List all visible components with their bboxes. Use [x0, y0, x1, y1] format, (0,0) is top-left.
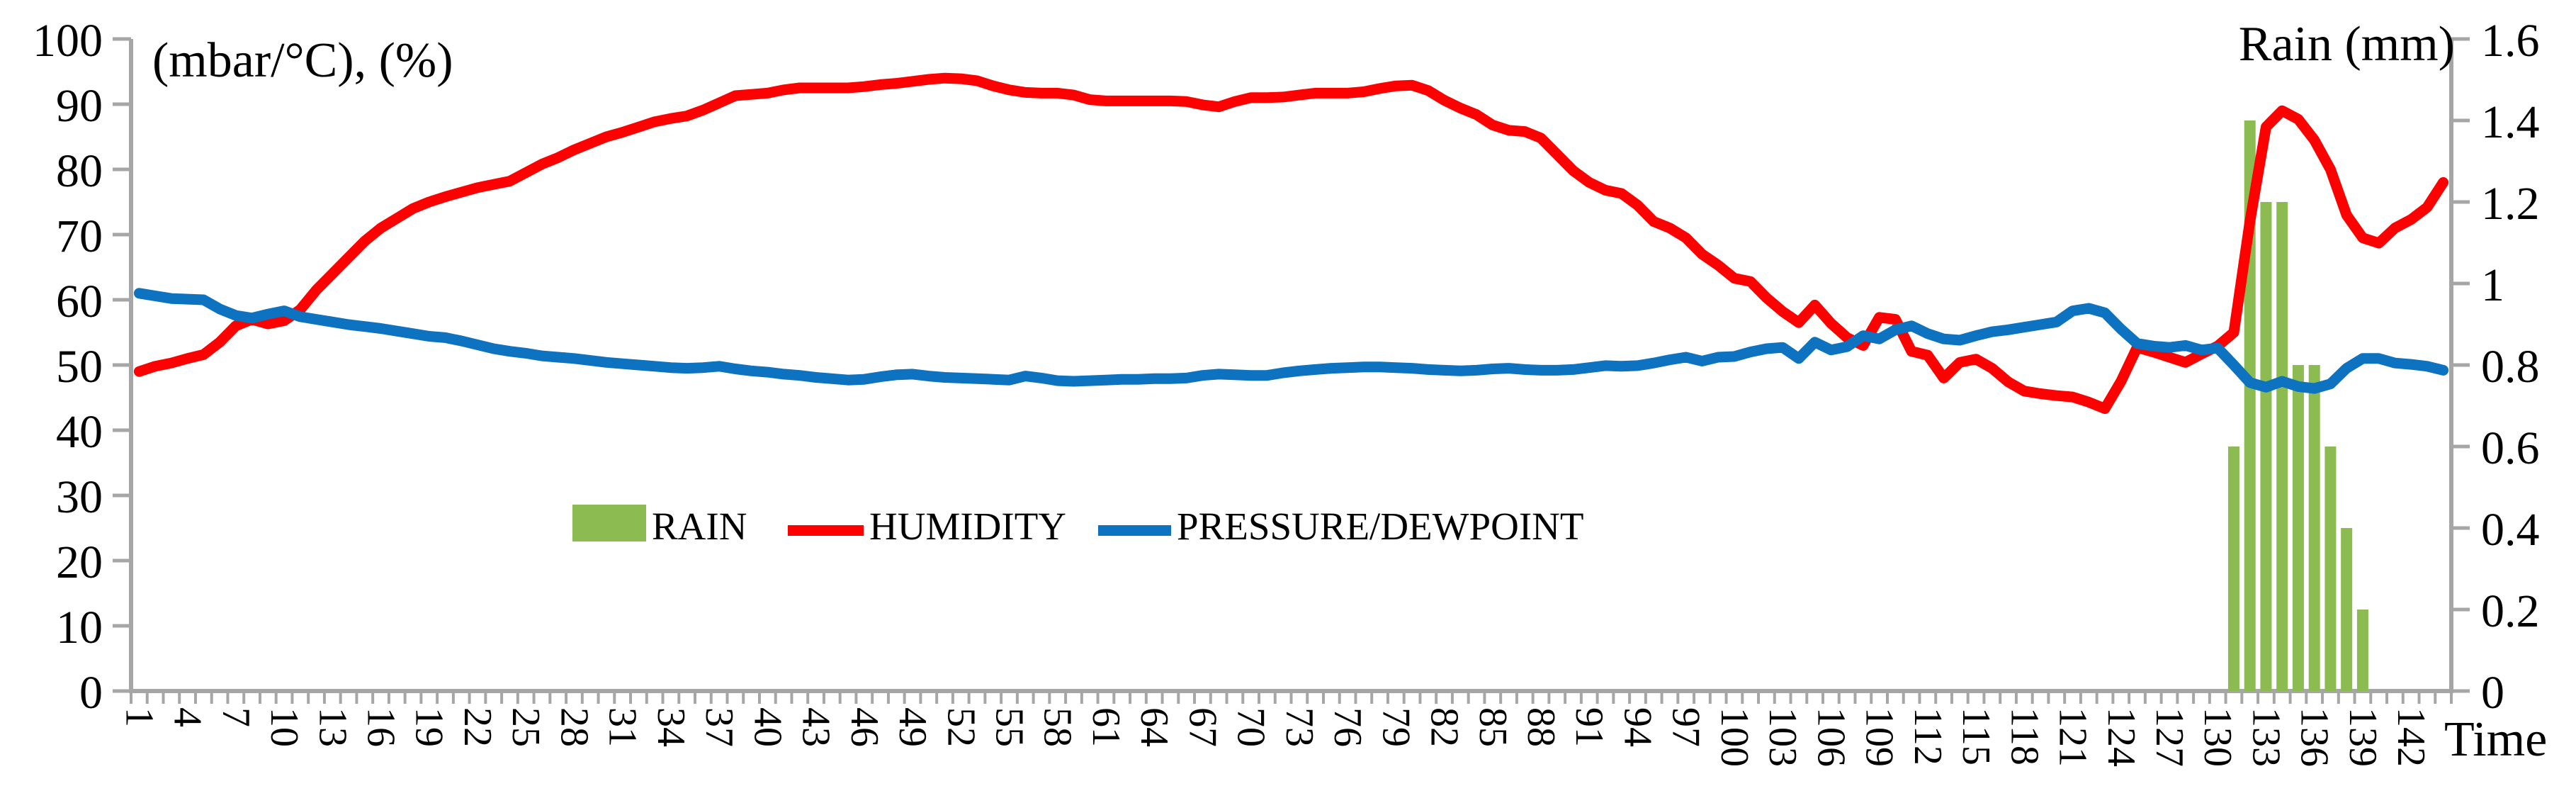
x-axis-tick-label: 25: [504, 707, 548, 747]
right-axis-tick-label: 0.8: [2481, 341, 2540, 393]
x-axis-tick-label: 37: [697, 707, 741, 747]
left-axis-tick-label: 10: [56, 602, 103, 653]
x-axis-tick-label: 118: [2002, 707, 2046, 765]
left-axis-tick-label: 100: [33, 15, 103, 67]
left-axis-tick-label: 80: [56, 145, 103, 197]
rain-bar: [2341, 528, 2353, 691]
x-axis-tick-label: 13: [310, 707, 354, 747]
x-axis-tick-label: 61: [1084, 707, 1128, 747]
x-axis-tick-label: 31: [601, 707, 645, 747]
legend-pressure-label: PRESSURE/DEWPOINT: [1177, 505, 1584, 548]
legend: RAIN HUMIDITY PRESSURE/DEWPOINT: [572, 505, 1584, 548]
x-axis-tick-label: 139: [2341, 707, 2385, 767]
x-axis-tick-label: 76: [1326, 707, 1369, 747]
x-axis-tick-label: 4: [166, 707, 210, 727]
x-axis-tick-label: 46: [842, 707, 886, 747]
x-axis-tick-label: 142: [2389, 707, 2433, 767]
left-axis-tick-label: 20: [56, 537, 103, 588]
right-axis-tick-label: 1: [2481, 259, 2504, 311]
x-axis-tick-label: 109: [1858, 707, 1902, 767]
right-axis-tick-label: 1.2: [2481, 178, 2540, 230]
x-axis-tick-label: 16: [359, 707, 403, 747]
right-axis-unit-label: Rain (mm): [2239, 17, 2455, 72]
rain-bar: [2292, 365, 2304, 691]
x-axis-tick-label: 133: [2244, 707, 2288, 767]
x-axis-tick-label: 43: [794, 707, 838, 747]
x-axis-tick-label: 121: [2051, 707, 2095, 767]
x-axis-tick-label: 28: [552, 707, 596, 747]
x-axis-tick-label: 115: [1954, 707, 1998, 765]
rain-bar: [2356, 610, 2368, 691]
left-axis-tick-label: 50: [56, 341, 103, 393]
left-axis-unit-label: (mbar/°C), (%): [152, 33, 453, 88]
x-axis-tick-label: 136: [2293, 707, 2337, 767]
legend-humidity-label: HUMIDITY: [869, 505, 1066, 548]
x-axis-tick-label: 10: [262, 707, 306, 747]
x-axis-tick-label: 106: [1809, 707, 1853, 767]
left-axis-tick-label: 90: [56, 80, 103, 132]
humidity-line: [133, 72, 2449, 415]
x-axis-tick-label: 40: [745, 707, 789, 747]
x-axis-tick-label: 85: [1471, 707, 1515, 747]
legend-pressure-line-icon: [1098, 525, 1171, 536]
x-axis-tick-label: 94: [1615, 707, 1659, 747]
x-axis-tick-label: 88: [1519, 707, 1563, 747]
right-axis-tick-label: 0.6: [2481, 422, 2540, 474]
x-axis-tick-label: 55: [987, 707, 1031, 747]
x-axis-tick-label: 79: [1374, 707, 1418, 747]
rain-bar: [2324, 447, 2337, 691]
x-axis-tick-label: 112: [1906, 707, 1950, 765]
x-axis-tick-label: 58: [1036, 707, 1080, 747]
x-axis-tick-label: 103: [1761, 707, 1804, 767]
x-axis-tick-label: 124: [2099, 707, 2143, 767]
right-axis-tick-label: 0: [2481, 667, 2504, 719]
legend-rain-label: RAIN: [652, 505, 747, 548]
right-axis-tick-label: 0.4: [2481, 504, 2540, 556]
x-axis-tick-label: 73: [1277, 707, 1321, 747]
x-axis-tick-label: 1: [117, 707, 161, 727]
right-axis-tick-label: 0.2: [2481, 585, 2540, 637]
right-axis-tick-label: 1.4: [2481, 96, 2540, 148]
x-axis-tick-label: 70: [1229, 707, 1273, 747]
x-axis-tick-label: 7: [214, 707, 258, 727]
x-axis-tick-label: 67: [1180, 707, 1224, 747]
left-axis-tick-label: 40: [56, 406, 103, 458]
x-axis-label: Time: [2444, 712, 2547, 767]
x-axis-tick-label: 127: [2147, 707, 2191, 767]
left-axis-tick-label: 70: [56, 210, 103, 262]
x-axis-tick-label: 100: [1712, 707, 1756, 767]
x-axis-tick-label: 97: [1664, 707, 1708, 747]
right-axis-tick-label: 1.6: [2481, 15, 2540, 67]
x-axis-tick-label: 91: [1567, 707, 1611, 747]
x-axis-tick-label: 19: [407, 707, 451, 747]
legend-rain-swatch: [572, 505, 646, 541]
rain-bar: [2276, 202, 2288, 691]
x-axis-tick-label: 82: [1423, 707, 1467, 747]
x-axis-tick-label: 52: [939, 707, 983, 747]
left-axis-tick-label: 60: [56, 276, 103, 327]
pressure-dewpoint-line: [133, 288, 2449, 394]
legend-humidity-line-icon: [788, 525, 864, 536]
x-axis-tick-label: 22: [456, 707, 499, 747]
x-axis-tick-label: 64: [1132, 707, 1176, 747]
x-axis-tick-label: 130: [2196, 707, 2239, 767]
x-axis-tick-label: 49: [891, 707, 934, 747]
rain-bar: [2227, 447, 2239, 691]
rain-bar: [2308, 365, 2320, 691]
x-axis-tick-label: 34: [649, 707, 693, 747]
left-axis-tick-label: 30: [56, 471, 103, 523]
plot-area: 0 10 20 30 40 50 60 70 80 90 100 0 0.2 0.4 0.6 0.8 1 1.2 1…: [33, 15, 2540, 767]
rain-bar: [2260, 202, 2272, 691]
left-axis-tick-label: 0: [79, 667, 103, 719]
